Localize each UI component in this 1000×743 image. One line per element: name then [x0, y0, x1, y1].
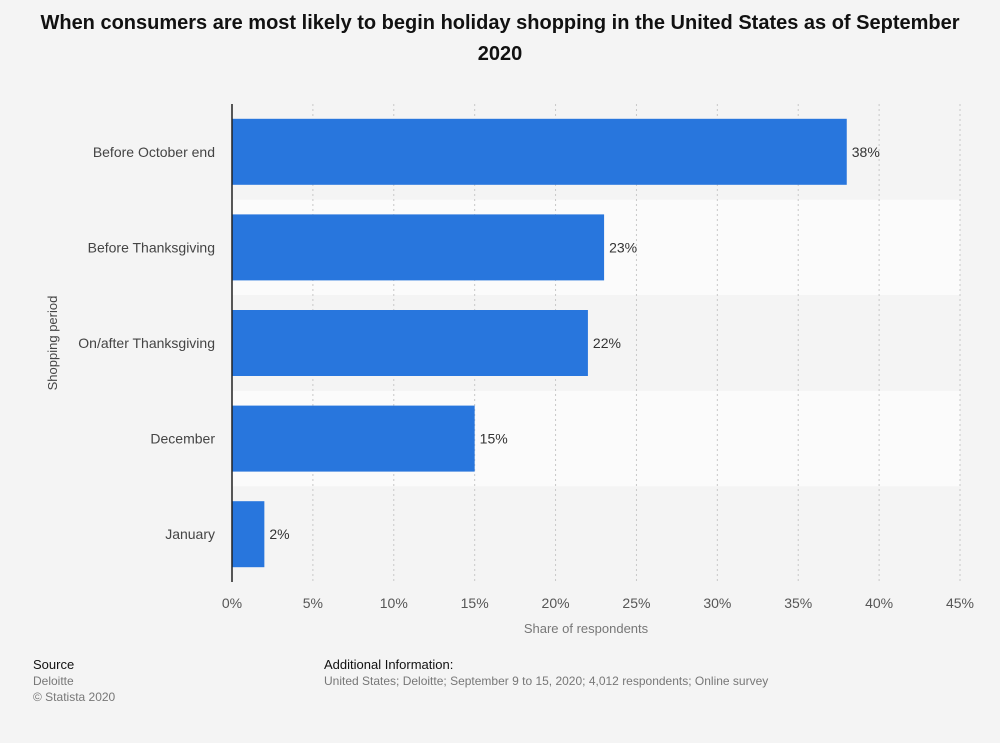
value-label: 38%: [852, 144, 880, 160]
x-tick-label: 25%: [622, 595, 650, 611]
additional-info-heading: Additional Information:: [324, 657, 454, 672]
x-tick-label: 45%: [946, 595, 974, 611]
source-heading: Source: [33, 657, 75, 672]
source-name: Deloitte: [33, 674, 74, 688]
x-tick-label: 40%: [865, 595, 893, 611]
x-tick-label: 15%: [461, 595, 489, 611]
category-label: Before October end: [93, 144, 215, 160]
x-tick-label: 20%: [542, 595, 570, 611]
value-label: 23%: [609, 239, 637, 255]
category-label: January: [165, 526, 215, 542]
category-label: December: [150, 431, 215, 447]
bar: [232, 310, 588, 376]
value-label: 22%: [593, 335, 621, 351]
source-block: Source Deloitte © Statista 2020: [33, 657, 115, 705]
additional-info-block: Additional Information: United States; D…: [324, 657, 768, 689]
bar-chart: Before October end 38% Before Thanksgiving…: [45, 104, 974, 636]
y-axis-label: Shopping period: [45, 296, 60, 391]
bar: [232, 405, 475, 472]
x-tick-label: 30%: [703, 595, 731, 611]
copyright-text: © Statista 2020: [33, 690, 116, 704]
category-label: On/after Thanksgiving: [78, 335, 215, 351]
x-tick-label: 10%: [380, 595, 408, 611]
value-label: 2%: [269, 526, 289, 542]
bar: [232, 501, 265, 568]
x-tick-label: 0%: [222, 595, 242, 611]
chart-title: When consumers are most likely to begin …: [40, 12, 960, 65]
x-tick-label: 5%: [303, 595, 323, 611]
category-label: Before Thanksgiving: [88, 239, 215, 255]
bar: [232, 118, 847, 185]
bar: [232, 214, 605, 281]
x-tick-label: 35%: [784, 595, 812, 611]
x-axis-label: Share of respondents: [524, 621, 649, 636]
value-label: 15%: [480, 431, 508, 447]
additional-info-text: United States; Deloitte; September 9 to …: [324, 674, 769, 688]
row-band: [232, 486, 960, 582]
